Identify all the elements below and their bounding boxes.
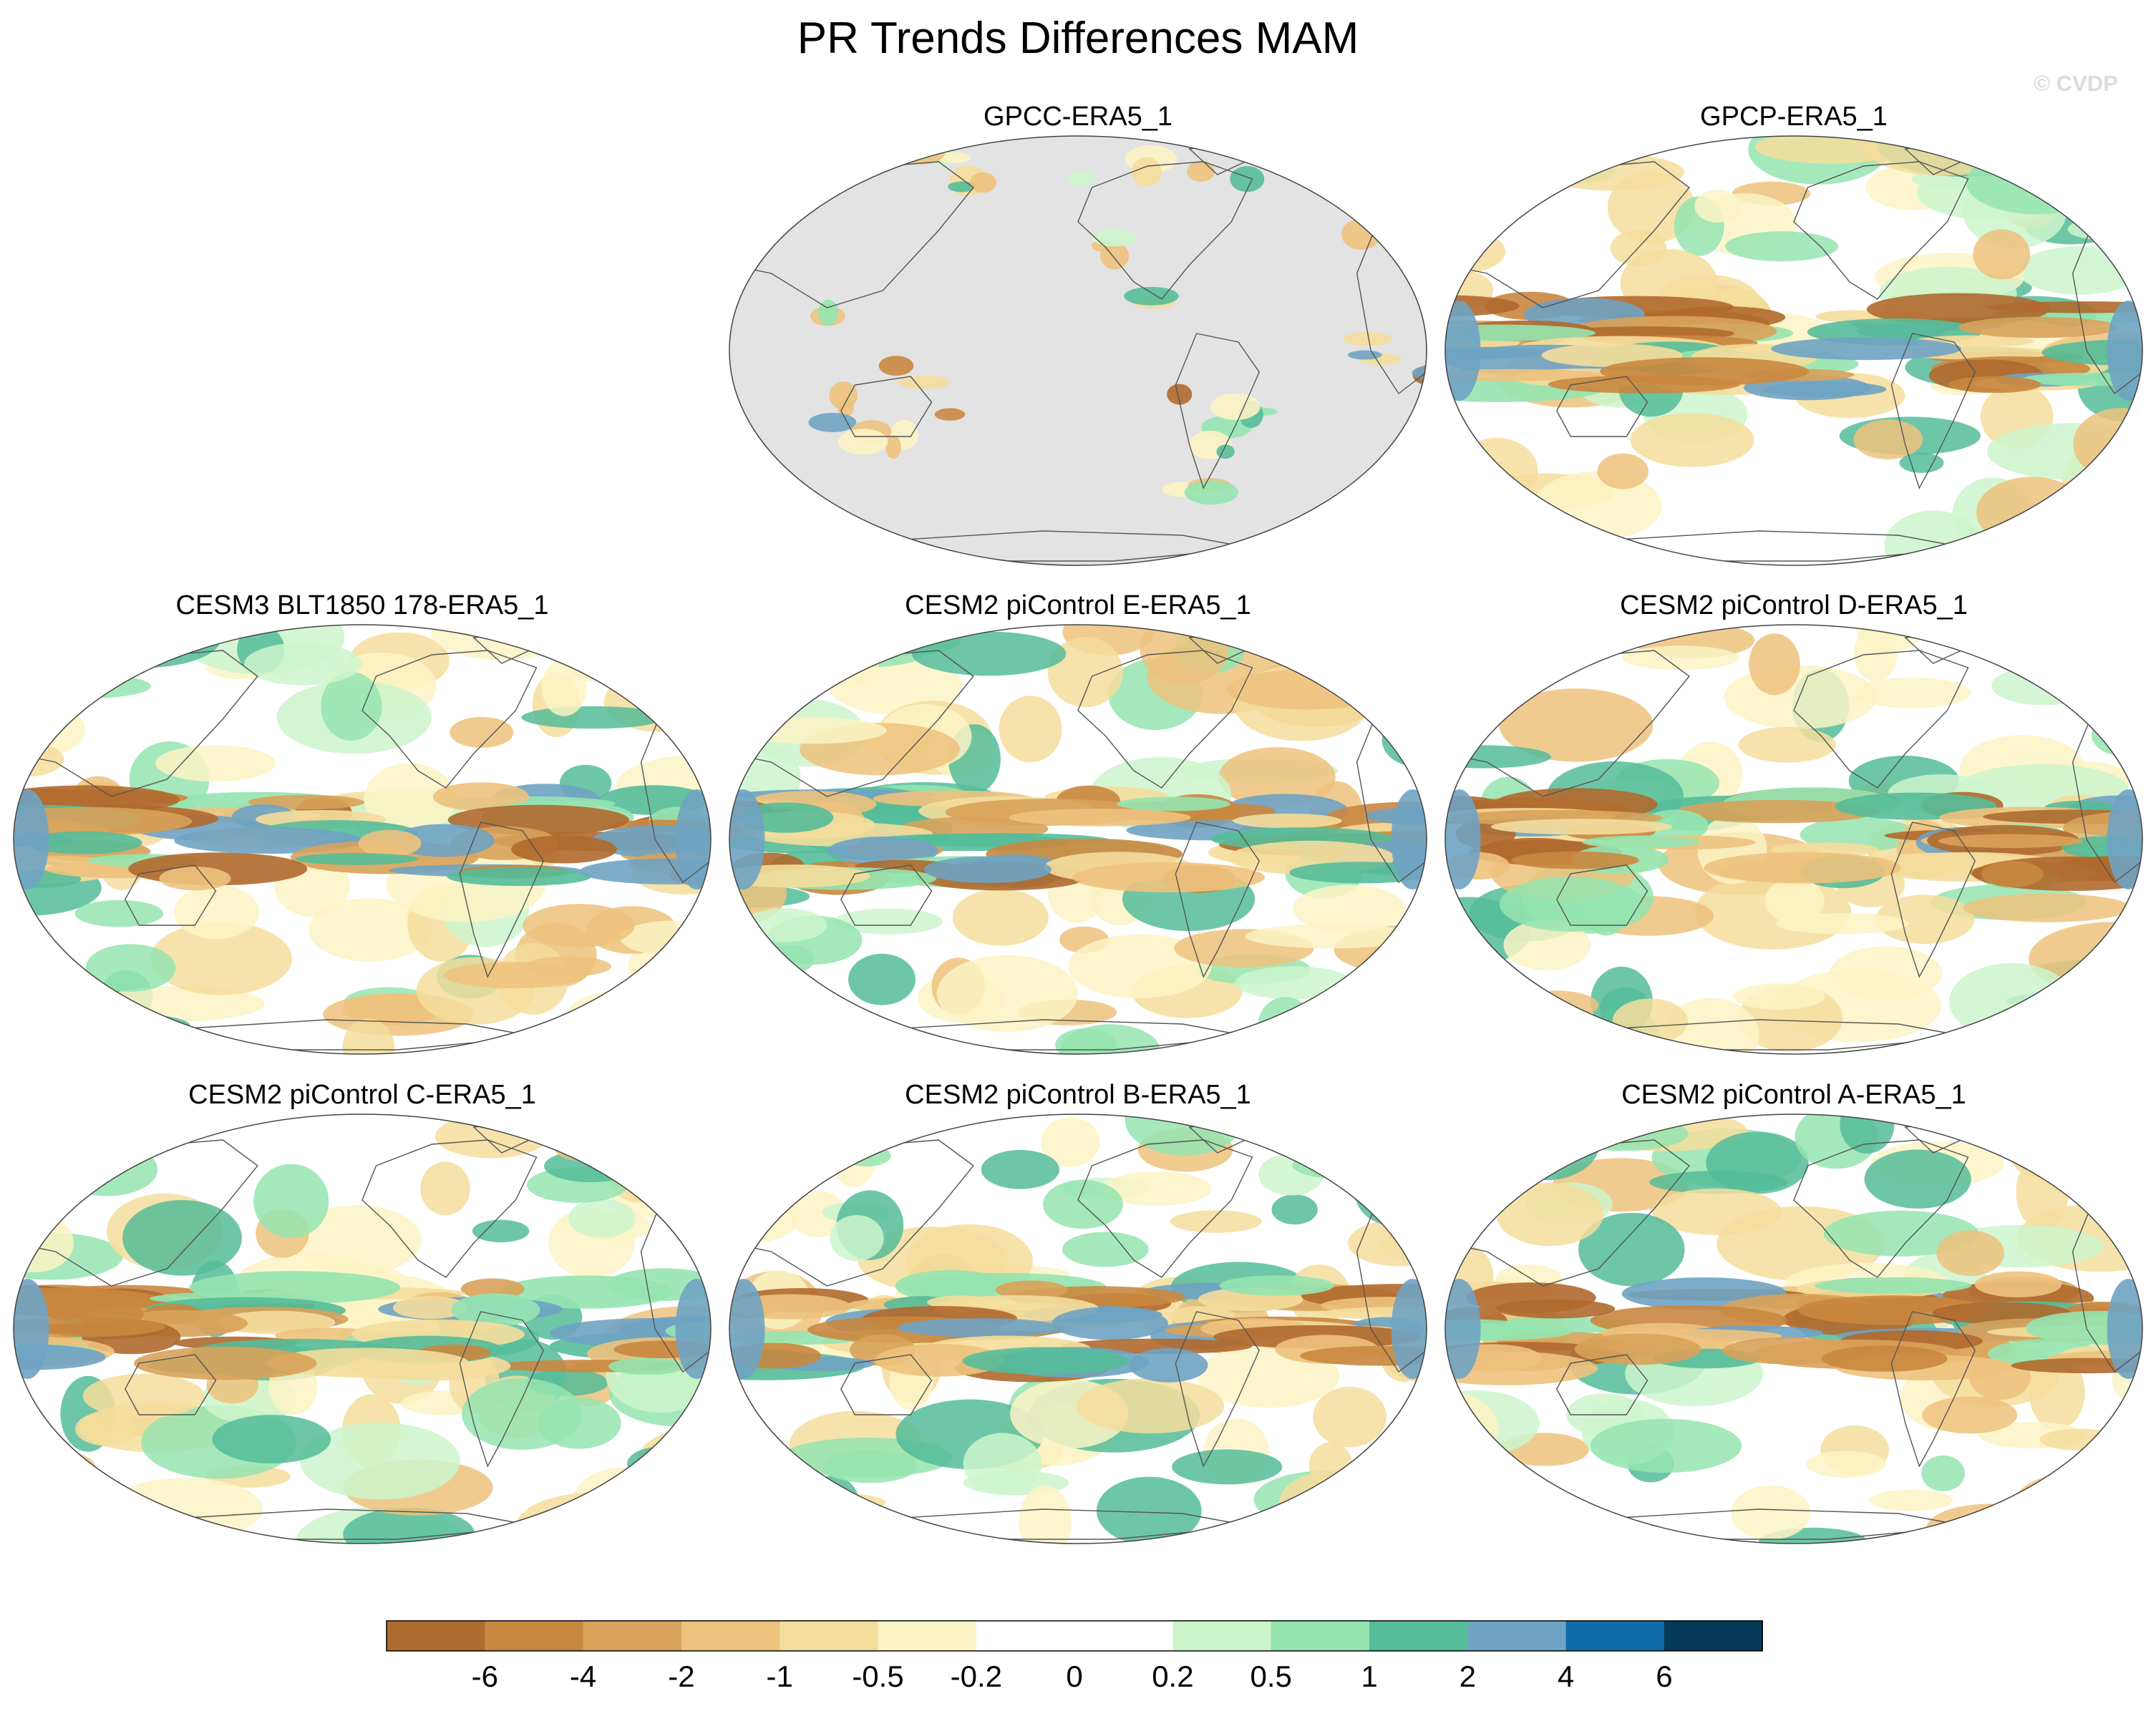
coastline [1175,333,1260,489]
panel-title: CESM2 piControl C-ERA5_1 [188,1080,536,1110]
panel-title: GPCP-ERA5_1 [1700,102,1888,132]
map-border [13,624,712,1055]
colorbar-tick-label: 6 [1656,1659,1672,1693]
map-border [729,135,1427,566]
colorbar-tick-label: -0.5 [852,1659,903,1693]
coastline [125,1354,217,1415]
colorbar-swatch [681,1621,780,1651]
map-border [13,1113,712,1544]
coastline [1175,822,1260,978]
map-field [14,625,711,1054]
colorbar-tick-label: 4 [1558,1659,1574,1693]
panel-title: CESM2 piControl E-ERA5_1 [905,590,1251,620]
panel-title: CESM2 piControl D-ERA5_1 [1620,590,1968,620]
coastline [125,864,217,926]
panel-title: CESM2 piControl B-ERA5_1 [905,1080,1251,1110]
watermark: © CVDP [2034,71,2118,96]
coastline [1077,650,1253,789]
map-border [1444,135,2143,566]
map-panel-p8: CESM2 piControl A-ERA5_1 [1444,1080,2143,1544]
colorbar-tick-label: -1 [767,1659,793,1693]
colorbar-tick-label: 0.5 [1251,1659,1292,1693]
coastline [1556,1354,1648,1415]
panel-title: GPCC-ERA5_1 [984,102,1172,132]
coastline [840,376,933,437]
coastline [459,1311,544,1468]
coastline [459,822,544,978]
colorbar-tick-label: 0 [1066,1659,1082,1693]
map-border [729,624,1427,1055]
panel-title: CESM2 piControl A-ERA5_1 [1621,1080,1966,1110]
colorbar-swatch [1271,1621,1370,1651]
coastline [1890,333,1976,489]
map-field [729,136,1427,565]
map-border [1444,1113,2143,1544]
colorbar-tick-label: -4 [570,1659,596,1693]
coastline [1077,161,1253,300]
map-panel-p2: GPCP-ERA5_1 [1444,102,2143,566]
colorbar-tick-label: 0.2 [1152,1659,1193,1693]
colorbar-tick-label: -6 [472,1659,498,1693]
map-border [1444,624,2143,1055]
map-panel-p6: CESM2 piControl C-ERA5_1 [13,1080,712,1544]
colorbar-swatch [878,1621,977,1651]
map-panel-p5: CESM2 piControl D-ERA5_1 [1444,590,2143,1055]
map-field [1445,625,2142,1054]
coastline [1793,161,1969,300]
map-field [729,625,1427,1054]
colorbar-swatch [1664,1621,1763,1651]
coastline [1890,1311,1976,1468]
figure-title: PR Trends Differences MAM [797,14,1359,63]
coastline [1890,822,1976,978]
coastline [840,1354,933,1415]
colorbar-swatch [1074,1621,1173,1651]
colorbar-swatch [583,1621,682,1651]
colorbar-swatch [1369,1621,1468,1651]
colorbar-tick-label: -2 [668,1659,694,1693]
colorbar: -6 -4 -2 -1 -0.5 -0.2 0 0.2 0.5 1 2 4 6 [386,1620,1763,1693]
map-field [729,1114,1427,1544]
map-field [1445,1114,2142,1544]
map-field [1445,136,2142,565]
colorbar-swatch [1172,1621,1272,1651]
map-panel-p1: GPCC-ERA5_1 [729,102,1427,566]
colorbar-swatch [780,1621,878,1651]
map-panels: GPCC-ERA5_1 GPCP-ERA5_1 CESM3 BLT1850 178-… [13,102,2143,1544]
coastline [361,1139,538,1278]
colorbar-swatch [387,1621,485,1651]
colorbar-swatch [485,1621,584,1651]
coastline [1556,376,1648,437]
panel-title: CESM3 BLT1850 178-ERA5_1 [175,590,548,620]
map-panel-p4: CESM2 piControl E-ERA5_1 [729,590,1427,1055]
coastline [1793,1139,1969,1278]
map-field [14,1114,711,1544]
map-panel-p7: CESM2 piControl B-ERA5_1 [729,1080,1427,1544]
colorbar-swatch [1467,1621,1567,1651]
colorbar-swatch [1565,1621,1665,1651]
colorbar-tick-label: 1 [1361,1659,1377,1693]
coastline [1077,1139,1253,1278]
map-panel-p3: CESM3 BLT1850 178-ERA5_1 [13,590,712,1055]
coastline [1175,1311,1260,1468]
colorbar-tick-label: 2 [1460,1659,1476,1693]
map-border [729,1113,1427,1544]
colorbar-swatch [976,1621,1075,1651]
coastline [1793,650,1969,789]
coastline [1556,864,1648,926]
coastline [361,650,538,789]
colorbar-tick-label: -0.2 [951,1659,1002,1693]
coastline [840,864,933,926]
